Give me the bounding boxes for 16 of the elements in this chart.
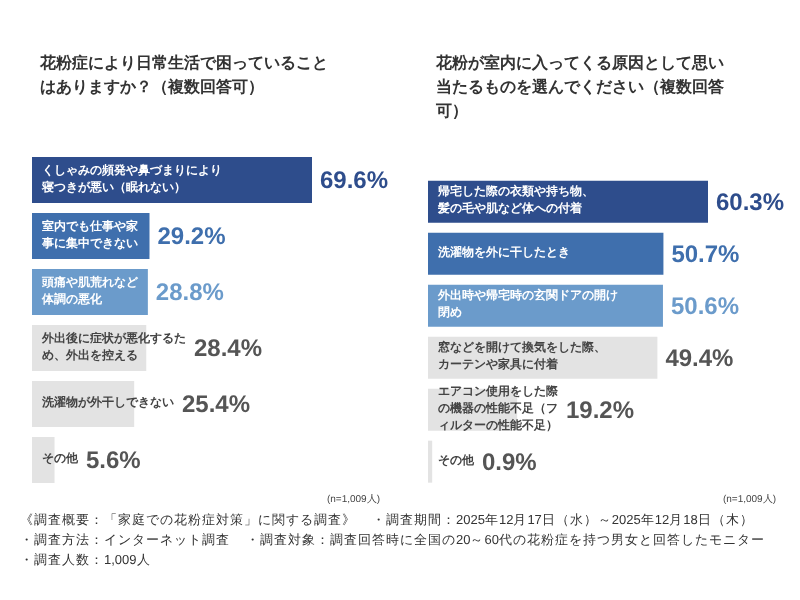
data-label: 28.8%: [155, 278, 225, 307]
data-label: 28.4%: [194, 334, 263, 363]
data-label: 50.6%: [670, 291, 740, 320]
data-label: 69.6%: [320, 166, 389, 195]
bar: [32, 437, 55, 484]
data-label: 5.6%: [86, 446, 142, 475]
data-label: 19.2%: [566, 395, 635, 424]
data-label: 49.4%: [665, 343, 735, 372]
data-label: 50.7%: [671, 239, 741, 268]
data-label: 60.3%: [716, 187, 785, 216]
data-label: 29.2%: [157, 222, 227, 251]
data-label: 0.9%: [482, 447, 538, 476]
bar: [428, 232, 664, 275]
chart-title: 花粉症により日常生活で困っていることはありますか？（複数回答可）: [40, 52, 330, 100]
chart-title: 花粉が室内に入ってくる原因として思い当たるものを選んでください（複数回答可）: [436, 52, 726, 124]
data-label: 25.4%: [182, 390, 251, 419]
